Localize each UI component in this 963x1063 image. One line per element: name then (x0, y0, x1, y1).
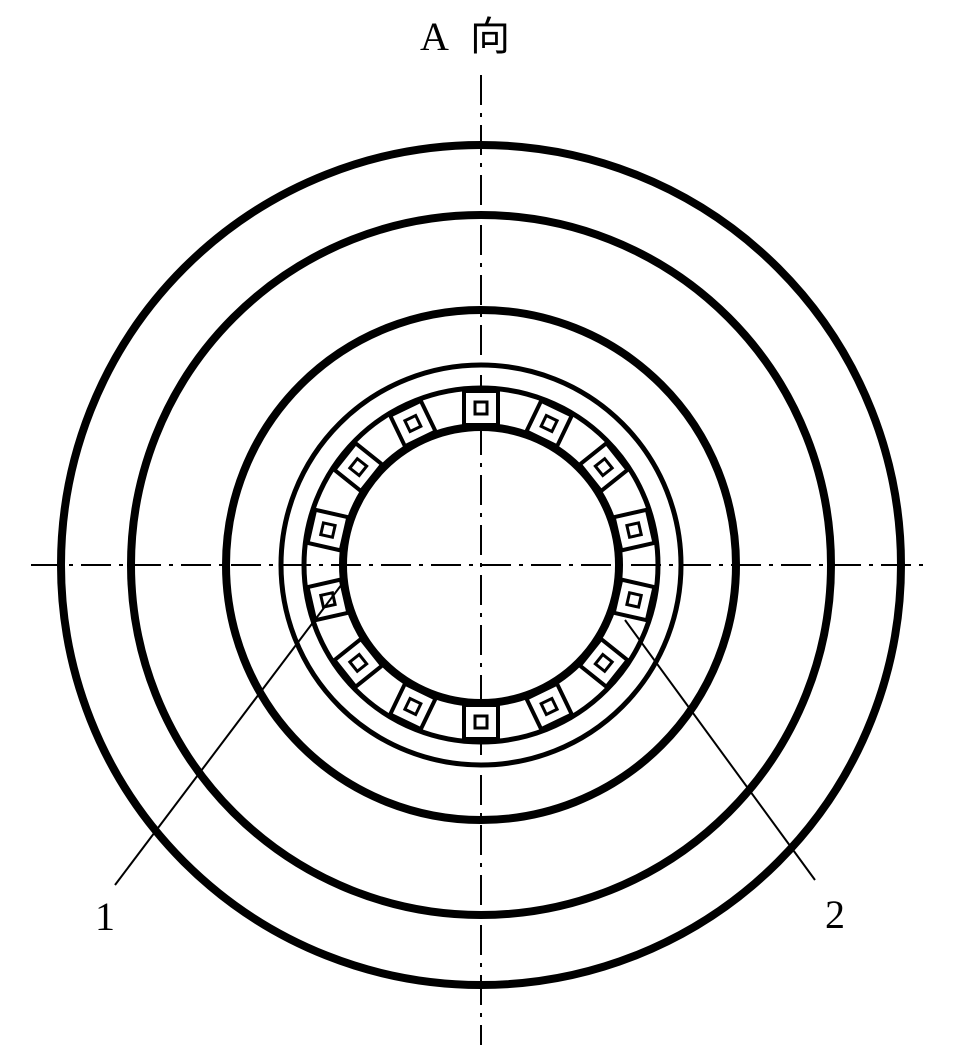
roller-4 (614, 580, 655, 621)
title-cjk: 向 (470, 14, 510, 59)
roller-inner-1 (541, 416, 557, 432)
roller-inner-11 (321, 523, 335, 537)
roller-inner-3 (627, 523, 641, 537)
title-a: A (420, 14, 449, 59)
leader-label-1: 1 (95, 894, 115, 939)
leader-label-2: 2 (825, 892, 845, 937)
roller-7 (464, 705, 498, 739)
roller-10 (308, 580, 349, 621)
roller-inner-7 (475, 716, 487, 728)
roller-inner-0 (475, 402, 487, 414)
diagram-svg: A向 1 2 (0, 0, 963, 1063)
roller-inner-8 (405, 698, 421, 714)
roller-3 (614, 510, 655, 551)
roller-inner-6 (541, 698, 557, 714)
roller-11 (308, 510, 349, 551)
roller-inner-13 (405, 416, 421, 432)
roller-0 (464, 391, 498, 425)
roller-inner-4 (627, 593, 641, 607)
